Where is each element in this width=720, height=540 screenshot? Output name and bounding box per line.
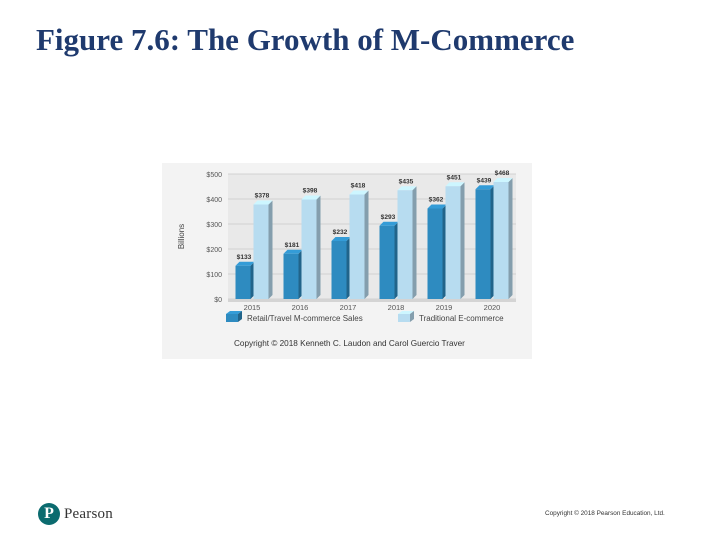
bar <box>301 199 317 299</box>
pearson-logo-text: Pearson <box>64 505 113 522</box>
bar-top <box>475 185 495 190</box>
bar-top <box>349 190 369 195</box>
bar-side <box>364 190 369 299</box>
legend-swatch-side <box>238 311 242 322</box>
bar-top <box>253 200 273 205</box>
bar <box>253 204 269 299</box>
bar <box>493 182 509 299</box>
bar-top <box>283 249 303 254</box>
bar-chart: $0 $100 $200 $300 $400 $500 Billions $133 $378 20… <box>177 170 516 323</box>
bar-top <box>235 261 255 266</box>
bar-value-label: $398 <box>303 188 318 195</box>
bar <box>283 253 299 299</box>
y-tick-label: $500 <box>206 172 222 179</box>
bar-value-label: $468 <box>495 170 510 177</box>
bar-top <box>445 182 465 187</box>
bar-side <box>412 186 417 299</box>
bar-side <box>508 178 513 299</box>
footer-copyright: Copyright © 2018 Pearson Education, Ltd. <box>545 510 665 517</box>
bar-top <box>331 237 351 241</box>
bar-top <box>301 195 321 200</box>
y-tick-label: $100 <box>206 272 222 279</box>
bar <box>427 208 443 299</box>
slide-title: Figure 7.6: The Growth of M-Commerce <box>36 22 575 57</box>
bar-value-label: $451 <box>447 174 462 181</box>
x-tick-label: 2019 <box>436 303 453 312</box>
legend-swatch-top <box>226 311 242 314</box>
bar-top <box>427 204 447 209</box>
bar-value-label: $232 <box>333 229 348 236</box>
pearson-logo: P Pearson <box>38 501 148 527</box>
x-tick-label: 2015 <box>244 303 261 312</box>
figure-copyright: Copyright © 2018 Kenneth C. Laudon and C… <box>234 339 465 348</box>
x-tick-label: 2017 <box>340 303 357 312</box>
bar <box>475 189 491 299</box>
bar <box>349 194 365 299</box>
bar <box>445 186 461 299</box>
bar-value-label: $378 <box>255 193 270 200</box>
bar-value-label: $435 <box>399 178 414 185</box>
y-axis-label: Billions <box>177 224 186 249</box>
y-tick-label: $300 <box>206 222 222 229</box>
bar-value-label: $418 <box>351 183 366 190</box>
x-tick-label: 2020 <box>484 303 501 312</box>
bar <box>397 190 413 299</box>
y-tick-label: $0 <box>214 297 222 304</box>
chart-floor <box>228 299 516 302</box>
legend-swatch-side <box>410 311 414 322</box>
y-tick-label: $400 <box>206 197 222 204</box>
bar-side <box>268 200 273 299</box>
legend-swatch <box>226 314 238 322</box>
legend-swatch <box>398 314 410 322</box>
bar-value-label: $133 <box>237 254 252 261</box>
bar-value-label: $293 <box>381 214 396 221</box>
x-tick-label: 2018 <box>388 303 405 312</box>
chart-figure: $0 $100 $200 $300 $400 $500 Billions $133 $378 20… <box>162 163 532 359</box>
legend-label: Traditional E-commerce <box>419 314 504 323</box>
bar-top <box>379 221 399 226</box>
bar <box>235 265 251 299</box>
plot-area <box>228 174 516 299</box>
bar-value-label: $439 <box>477 177 492 184</box>
y-tick-label: $200 <box>206 247 222 254</box>
x-tick-label: 2016 <box>292 303 309 312</box>
bar-top <box>397 186 417 191</box>
bar-value-label: $362 <box>429 197 444 204</box>
bar-top <box>493 178 513 182</box>
bar-side <box>460 182 465 299</box>
bar-value-label: $181 <box>285 242 300 249</box>
legend-label: Retail/Travel M-commerce Sales <box>247 314 363 323</box>
pearson-logo-icon: P <box>38 503 60 525</box>
legend-swatch-top <box>398 311 414 314</box>
bar-side <box>316 195 321 299</box>
bar <box>379 225 395 299</box>
bar <box>331 241 347 299</box>
